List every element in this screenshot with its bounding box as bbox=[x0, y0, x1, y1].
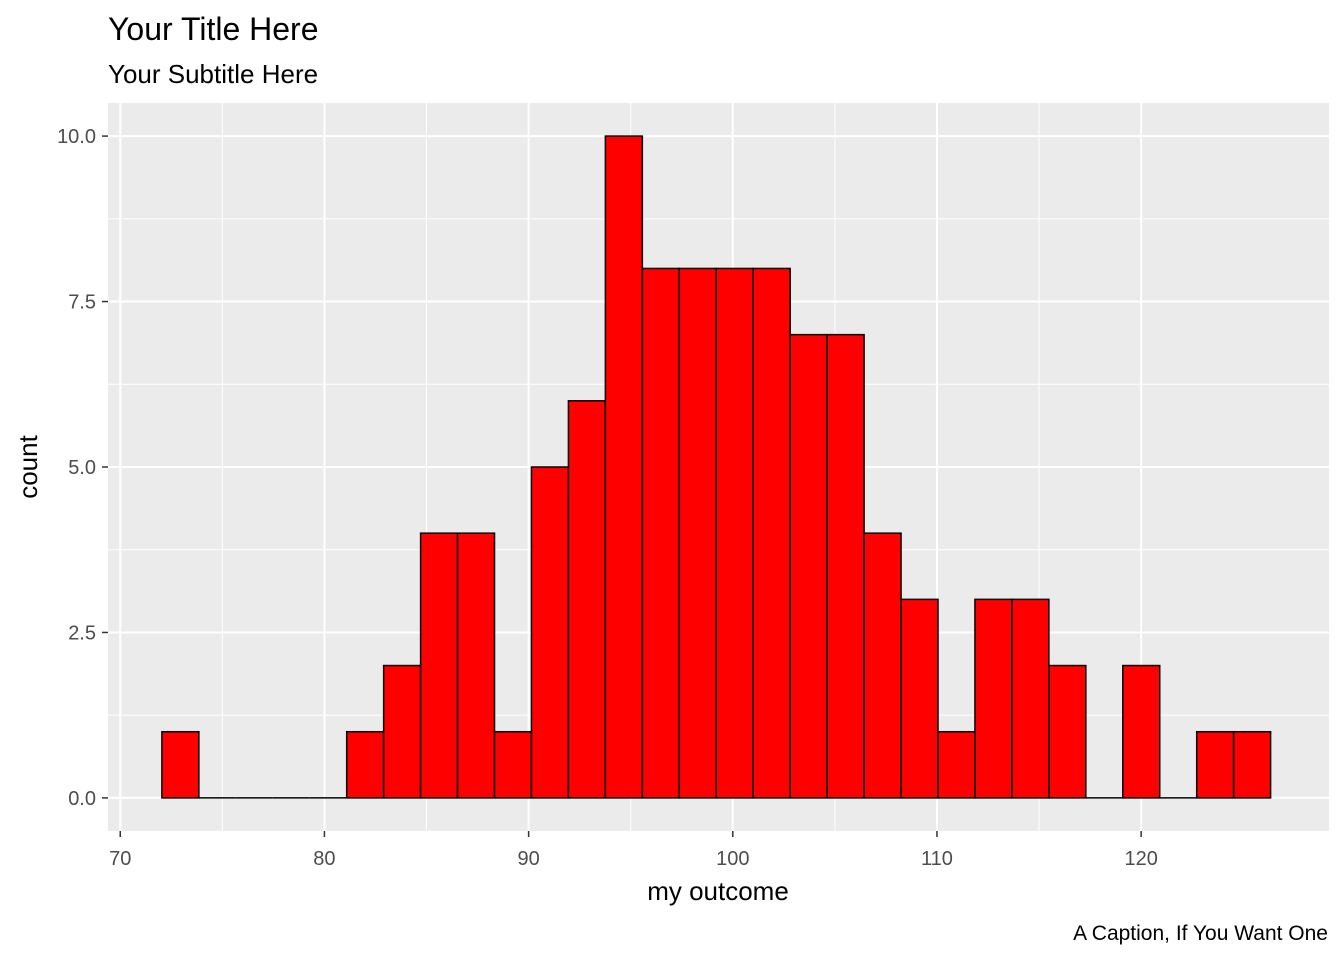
histogram-bar bbox=[382, 664, 422, 799]
histogram-bar bbox=[1122, 664, 1161, 799]
histogram-bar bbox=[715, 267, 754, 799]
chart-caption: A Caption, If You Want One bbox=[1073, 922, 1328, 945]
histogram-bar bbox=[937, 730, 976, 799]
x-tick-label: 70 bbox=[109, 848, 131, 870]
histogram-bar bbox=[161, 730, 200, 799]
axis-ticks: 70 80 90 100 110 120 0.0 2.5 5.0 7.5 10.0 bbox=[57, 126, 1158, 870]
histogram-bar bbox=[456, 532, 496, 799]
chart-subtitle: Your Subtitle Here bbox=[108, 59, 318, 89]
x-tick-label: 80 bbox=[313, 848, 335, 870]
histogram-bar bbox=[789, 333, 828, 799]
histogram-bar bbox=[419, 532, 459, 799]
x-axis-title: my outcome bbox=[647, 876, 789, 906]
histogram-bar bbox=[826, 333, 865, 799]
histogram-bar bbox=[678, 267, 718, 799]
histogram-bar bbox=[1232, 730, 1272, 799]
y-tick-label: 0.0 bbox=[68, 788, 96, 810]
y-tick-label: 2.5 bbox=[68, 622, 96, 644]
x-tick-label: 100 bbox=[716, 848, 749, 870]
histogram-bar bbox=[974, 598, 1013, 799]
histogram-bar bbox=[1195, 730, 1235, 799]
x-tick-label: 110 bbox=[921, 848, 953, 870]
y-axis-title: count bbox=[13, 434, 43, 498]
histogram-bar bbox=[641, 267, 681, 799]
y-tick-label: 5.0 bbox=[68, 457, 96, 479]
histogram-bar bbox=[752, 267, 791, 799]
y-tick-label: 7.5 bbox=[68, 292, 96, 314]
histogram-bar bbox=[530, 466, 570, 799]
chart-title: Your Title Here bbox=[108, 11, 318, 47]
histogram-bar bbox=[604, 135, 644, 799]
histogram-bar bbox=[863, 532, 902, 799]
histogram-bars bbox=[161, 135, 1272, 799]
histogram-bar bbox=[345, 730, 385, 799]
histogram-bar bbox=[1048, 664, 1087, 799]
y-tick-label: 10.0 bbox=[57, 126, 96, 148]
histogram-bar bbox=[1011, 598, 1050, 799]
histogram-bar bbox=[493, 730, 533, 799]
x-tick-label: 90 bbox=[517, 848, 539, 870]
histogram-bar bbox=[900, 598, 939, 799]
x-tick-label: 120 bbox=[1124, 848, 1157, 870]
histogram-bar bbox=[567, 400, 607, 799]
